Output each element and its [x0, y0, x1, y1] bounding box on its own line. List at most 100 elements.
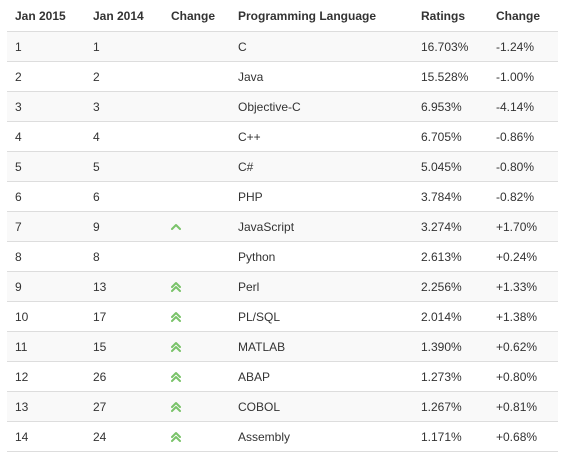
rank-2014-cell: 26: [85, 361, 163, 392]
rank-2014-cell: 3: [85, 91, 163, 122]
rating-cell: 6.953%: [413, 91, 488, 122]
rank-2015-cell: 8: [7, 241, 85, 272]
rating-cell: 15.528%: [413, 61, 488, 92]
rating-change-cell: +1.38%: [488, 301, 558, 332]
language-name-cell: C++: [230, 121, 413, 152]
rank-2015-cell: 11: [7, 331, 85, 362]
table-row: 6 6 PHP 3.784% -0.82%: [7, 181, 558, 212]
rank-2014-cell: 8: [85, 241, 163, 272]
rank-change-cell: [163, 31, 230, 62]
rank-change-cell: [163, 421, 230, 452]
table-row: 1 1 C 16.703% -1.24%: [7, 31, 558, 62]
rank-2015-cell: 2: [7, 61, 85, 92]
rating-cell: 1.267%: [413, 391, 488, 422]
table-row: 11 15 MATLAB 1.390% +0.62%: [7, 331, 558, 362]
rating-change-cell: +1.33%: [488, 271, 558, 302]
header-jan-2014: Jan 2014: [85, 0, 163, 32]
rank-2015-cell: 14: [7, 421, 85, 452]
table-row: 5 5 C# 5.045% -0.80%: [7, 151, 558, 182]
rating-cell: 3.784%: [413, 181, 488, 212]
rating-cell: 1.273%: [413, 361, 488, 392]
language-name-cell: Python: [230, 241, 413, 272]
rating-change-cell: +0.68%: [488, 421, 558, 452]
rank-2014-cell: 17: [85, 301, 163, 332]
table-row: 2 2 Java 15.528% -1.00%: [7, 61, 558, 92]
rank-2014-cell: 2: [85, 61, 163, 92]
rank-2014-cell: 27: [85, 391, 163, 422]
rank-2015-cell: 6: [7, 181, 85, 212]
rank-2015-cell: 7: [7, 211, 85, 242]
table-row: 7 9 JavaScript 3.274% +1.70%: [7, 211, 558, 242]
rank-2015-cell: 12: [7, 361, 85, 392]
language-name-cell: PHP: [230, 181, 413, 212]
rating-cell: 2.014%: [413, 301, 488, 332]
language-ranking-table: Jan 2015 Jan 2014 Change Programming Lan…: [7, 0, 558, 452]
header-ratings: Ratings: [413, 0, 488, 32]
rating-cell: 6.705%: [413, 121, 488, 152]
table-row: 10 17 PL/SQL 2.014% +1.38%: [7, 301, 558, 332]
rating-change-cell: -4.14%: [488, 91, 558, 122]
rating-change-cell: +0.62%: [488, 331, 558, 362]
rank-2014-cell: 4: [85, 121, 163, 152]
table-row: 13 27 COBOL 1.267% +0.81%: [7, 391, 558, 422]
rating-change-cell: +0.81%: [488, 391, 558, 422]
rank-change-cell: [163, 271, 230, 302]
rating-cell: 16.703%: [413, 31, 488, 62]
rank-change-cell: [163, 241, 230, 272]
table-row: 4 4 C++ 6.705% -0.86%: [7, 121, 558, 152]
rating-change-cell: -0.86%: [488, 121, 558, 152]
rank-change-cell: [163, 91, 230, 122]
language-name-cell: MATLAB: [230, 331, 413, 362]
double-chevron-up-icon: [171, 431, 181, 443]
double-chevron-up-icon: [171, 281, 181, 293]
rating-change-cell: -1.00%: [488, 61, 558, 92]
rating-cell: 1.390%: [413, 331, 488, 362]
rank-2015-cell: 9: [7, 271, 85, 302]
rank-2015-cell: 4: [7, 121, 85, 152]
rank-change-cell: [163, 121, 230, 152]
rank-change-cell: [163, 211, 230, 242]
rating-change-cell: +0.24%: [488, 241, 558, 272]
table-row: 9 13 Perl 2.256% +1.33%: [7, 271, 558, 302]
rank-change-cell: [163, 331, 230, 362]
header-programming-language: Programming Language: [230, 0, 413, 32]
double-chevron-up-icon: [171, 311, 181, 323]
rank-2015-cell: 13: [7, 391, 85, 422]
rank-2014-cell: 6: [85, 181, 163, 212]
rank-change-cell: [163, 61, 230, 92]
rating-cell: 5.045%: [413, 151, 488, 182]
table-row: 8 8 Python 2.613% +0.24%: [7, 241, 558, 272]
language-name-cell: Java: [230, 61, 413, 92]
table-row: 12 26 ABAP 1.273% +0.80%: [7, 361, 558, 392]
rank-change-cell: [163, 361, 230, 392]
rating-change-cell: -1.24%: [488, 31, 558, 62]
double-chevron-up-icon: [171, 341, 181, 353]
language-name-cell: ABAP: [230, 361, 413, 392]
language-name-cell: Perl: [230, 271, 413, 302]
rank-change-cell: [163, 391, 230, 422]
header-rank-change: Change: [163, 0, 230, 32]
language-name-cell: JavaScript: [230, 211, 413, 242]
language-name-cell: Objective-C: [230, 91, 413, 122]
chevron-up-icon: [171, 221, 181, 233]
rank-2015-cell: 5: [7, 151, 85, 182]
rank-change-cell: [163, 181, 230, 212]
language-name-cell: Assembly: [230, 421, 413, 452]
rating-change-cell: -0.80%: [488, 151, 558, 182]
rank-2014-cell: 13: [85, 271, 163, 302]
rating-cell: 2.256%: [413, 271, 488, 302]
language-name-cell: COBOL: [230, 391, 413, 422]
table-header: Jan 2015 Jan 2014 Change Programming Lan…: [7, 0, 558, 32]
table-row: 14 24 Assembly 1.171% +0.68%: [7, 421, 558, 452]
header-row: Jan 2015 Jan 2014 Change Programming Lan…: [7, 0, 558, 32]
header-jan-2015: Jan 2015: [7, 0, 85, 32]
rank-2015-cell: 1: [7, 31, 85, 62]
rating-change-cell: -0.82%: [488, 181, 558, 212]
rating-cell: 3.274%: [413, 211, 488, 242]
rank-2014-cell: 9: [85, 211, 163, 242]
rating-change-cell: +0.80%: [488, 361, 558, 392]
rank-2014-cell: 1: [85, 31, 163, 62]
header-rating-change: Change: [488, 0, 558, 32]
language-name-cell: C#: [230, 151, 413, 182]
table-row: 3 3 Objective-C 6.953% -4.14%: [7, 91, 558, 122]
